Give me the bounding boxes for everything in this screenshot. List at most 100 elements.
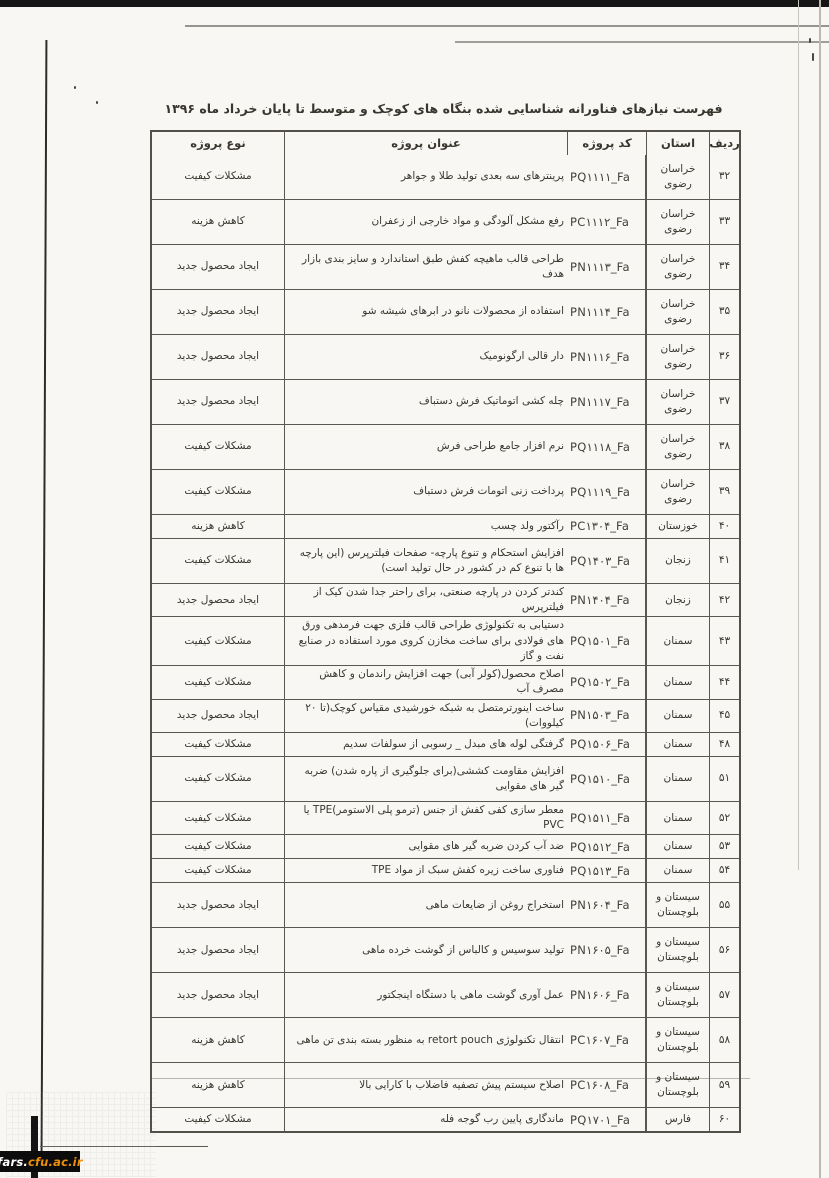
row-number-cell: ۳۷ bbox=[709, 380, 739, 424]
project-type-cell: ایجاد محصول جدید bbox=[176, 305, 260, 318]
project-code-cell: PN۱۵۰۳_Fa bbox=[567, 699, 646, 732]
project-type-cell: کاهش هزینه bbox=[191, 1078, 245, 1091]
table-row: ۵۹ سیستان و بلوچستان PC۱۶۰۸_Fa اصلاح سیستم … bbox=[152, 1062, 739, 1108]
project-title-cell: تولید سوسیس و کالباس از گوشت خرده ماهی bbox=[284, 928, 567, 973]
project-type-cell: کاهش هزینه bbox=[191, 215, 245, 228]
table-row: ۳۸ خراسان رضوی PQ۱۱۱۸_Fa نرم افزار جامع طرا… bbox=[152, 424, 739, 469]
province-cell: سمنان bbox=[646, 859, 709, 883]
table-header-row: ردیف استان کد پروژه عنوان پروژه نوع پروژ… bbox=[152, 132, 739, 155]
row-number-cell: ۴۴ bbox=[709, 666, 739, 699]
scan-speck bbox=[809, 38, 811, 43]
project-code-cell: PN۱۶۰۵_Fa bbox=[567, 928, 646, 973]
project-type-cell: مشکلات کیفیت bbox=[184, 772, 252, 785]
row-number-cell: ۳۴ bbox=[709, 245, 739, 289]
project-code-cell: PN۱۱۱۷_Fa bbox=[567, 380, 646, 424]
project-type-cell: ایجاد محصول جدید bbox=[176, 260, 260, 273]
row-number-cell: ۶۰ bbox=[709, 1108, 739, 1132]
project-type-cell: مشکلات کیفیت bbox=[184, 440, 252, 453]
row-number-cell: ۵۱ bbox=[709, 756, 739, 801]
row-number-cell: ۴۲ bbox=[709, 584, 739, 617]
province-cell: خراسان رضوی bbox=[646, 425, 709, 469]
row-number-cell: ۵۷ bbox=[709, 973, 739, 1018]
province-cell: سیستان و بلوچستان bbox=[646, 1018, 709, 1063]
project-code-cell: PQ۱۵۱۲_Fa bbox=[567, 835, 646, 859]
province-cell: سمنان bbox=[646, 801, 709, 835]
project-title-cell: ساخت اینورترمتصل به شبکه خورشیدی مقیاس ک… bbox=[284, 699, 567, 732]
table-row: ۳۶ خراسان رضوی PN۱۱۱۶_Fa دار قالی ارگونومیک… bbox=[152, 334, 739, 379]
project-title-cell: طراحی قالب ماهیچه کفش طبق استاندارد و سا… bbox=[284, 245, 567, 289]
project-type-cell: ایجاد محصول جدید bbox=[176, 988, 260, 1001]
watermark-suffix: cfu.ac.ir bbox=[27, 1154, 83, 1169]
project-type-cell: مشکلات کیفیت bbox=[184, 811, 252, 824]
header-project-type: نوع پروژه bbox=[190, 136, 246, 151]
row-number-cell: ۳۲ bbox=[709, 155, 739, 199]
project-type-cell: کاهش هزینه bbox=[191, 1033, 245, 1046]
project-title-cell: دار قالی ارگونومیک bbox=[284, 335, 567, 379]
scan-line-right-2 bbox=[819, 0, 821, 1178]
row-number-cell: ۵۴ bbox=[709, 859, 739, 883]
project-code-cell: PQ۱۵۰۲_Fa bbox=[567, 666, 646, 699]
table-row: ۴۵ سمنان PN۱۵۰۳_Fa ساخت اینورترمتصل به شبکه… bbox=[152, 698, 739, 732]
project-code-cell: PQ۱۵۱۰_Fa bbox=[567, 756, 646, 801]
province-cell: خراسان رضوی bbox=[646, 290, 709, 334]
scan-line-right-1 bbox=[798, 0, 799, 870]
page-title: فهرست نیازهای فناورانه شناسایی شده بنگاه… bbox=[164, 101, 723, 116]
row-number-cell: ۳۸ bbox=[709, 425, 739, 469]
province-cell: سمنان bbox=[646, 756, 709, 801]
province-cell: خراسان رضوی bbox=[646, 245, 709, 289]
project-code-cell: PQ۱۱۱۸_Fa bbox=[567, 425, 646, 469]
table-row: ۴۲ زنجان PN۱۴۰۴_Fa کندتر کردن در پارچه صنعت… bbox=[152, 583, 739, 617]
project-title-cell: انتقال تکنولوژی retort pouch به منظور بس… bbox=[284, 1018, 567, 1063]
table-row: ۳۷ خراسان رضوی PN۱۱۱۷_Fa چله کشی اتوماتیک ف… bbox=[152, 379, 739, 424]
project-code-cell: PN۱۱۱۳_Fa bbox=[567, 245, 646, 289]
project-type-cell: مشکلات کیفیت bbox=[184, 554, 252, 567]
header-project-code: کد پروژه bbox=[567, 132, 646, 155]
project-type-cell: کاهش هزینه bbox=[191, 519, 245, 532]
technology-needs-table: ردیف استان کد پروژه عنوان پروژه نوع پروژ… bbox=[150, 130, 741, 1134]
province-cell: سمنان bbox=[646, 699, 709, 732]
watermark-badge: fars. cfu.ac.ir bbox=[0, 1151, 83, 1172]
scan-line-horizontal-1 bbox=[185, 25, 829, 27]
project-code-cell: PC۱۶۰۷_Fa bbox=[567, 1018, 646, 1063]
scan-speck bbox=[812, 53, 814, 61]
table-row: ۳۹ خراسان رضوی PQ۱۱۱۹_Fa پرداخت زنی اتومات … bbox=[152, 469, 739, 514]
project-code-cell: PN۱۴۰۴_Fa bbox=[567, 584, 646, 617]
project-title-cell: اصلاح سیستم پیش تصفیه فاضلاب با کارایی ب… bbox=[284, 1063, 567, 1108]
scan-speck bbox=[96, 101, 98, 104]
province-cell: خراسان رضوی bbox=[646, 380, 709, 424]
row-number-cell: ۳۹ bbox=[709, 470, 739, 514]
table-row: ۵۳ سمنان PQ۱۵۱۲_Fa ضد آب کردن ضربه گیر های … bbox=[152, 834, 739, 859]
project-code-cell: PQ۱۷۰۱_Fa bbox=[567, 1108, 646, 1132]
table-row: ۴۸ سمنان PQ۱۵۰۶_Fa گرفتگی لوله های مبدل _ ر… bbox=[152, 731, 739, 756]
province-cell: فارس bbox=[646, 1108, 709, 1132]
project-code-cell: PC۱۳۰۴_Fa bbox=[567, 515, 646, 538]
row-number-cell: ۳۵ bbox=[709, 290, 739, 334]
row-number-cell: ۵۳ bbox=[709, 835, 739, 859]
row-number-cell: ۵۸ bbox=[709, 1018, 739, 1063]
project-title-cell: رآکتور ولد چسب bbox=[284, 515, 567, 538]
table-row: ۵۵ سیستان و بلوچستان PN۱۶۰۴_Fa استخراج روغن… bbox=[152, 882, 739, 928]
project-type-cell: مشکلات کیفیت bbox=[184, 675, 252, 688]
watermark-prefix: fars. bbox=[0, 1154, 28, 1169]
province-cell: خراسان رضوی bbox=[646, 200, 709, 244]
province-cell: خراسان رضوی bbox=[646, 335, 709, 379]
project-code-cell: PQ۱۵۰۱_Fa bbox=[567, 617, 646, 666]
province-cell: سمنان bbox=[646, 732, 709, 756]
province-cell: زنجان bbox=[646, 539, 709, 583]
province-cell: سمنان bbox=[646, 835, 709, 859]
project-code-cell: PC۱۶۰۸_Fa bbox=[567, 1063, 646, 1108]
project-code-cell: PQ۱۵۰۶_Fa bbox=[567, 732, 646, 756]
project-type-cell: ایجاد محصول جدید bbox=[176, 395, 260, 408]
project-title-cell: ماندگاری پایین رب گوجه فله bbox=[284, 1108, 567, 1132]
project-type-cell: ایجاد محصول جدید bbox=[176, 593, 260, 606]
project-code-cell: PC۱۱۱۲_Fa bbox=[567, 200, 646, 244]
scan-line-horizontal-2 bbox=[455, 41, 829, 43]
project-title-cell: اصلاح محصول(کولر آبی) جهت افزایش راندمان… bbox=[284, 666, 567, 699]
project-type-cell: مشکلات کیفیت bbox=[184, 864, 252, 877]
row-number-cell: ۳۶ bbox=[709, 335, 739, 379]
table-row: ۴۱ زنجان PQ۱۴۰۳_Fa افزایش استحکام و تنوع پا… bbox=[152, 538, 739, 583]
project-title-cell: رفع مشکل آلودگی و مواد خارجی از زعفران bbox=[284, 200, 567, 244]
project-type-cell: مشکلات کیفیت bbox=[184, 1113, 252, 1126]
project-title-cell: ضد آب کردن ضربه گیر های مقوایی bbox=[284, 835, 567, 859]
row-number-cell: ۵۲ bbox=[709, 801, 739, 835]
